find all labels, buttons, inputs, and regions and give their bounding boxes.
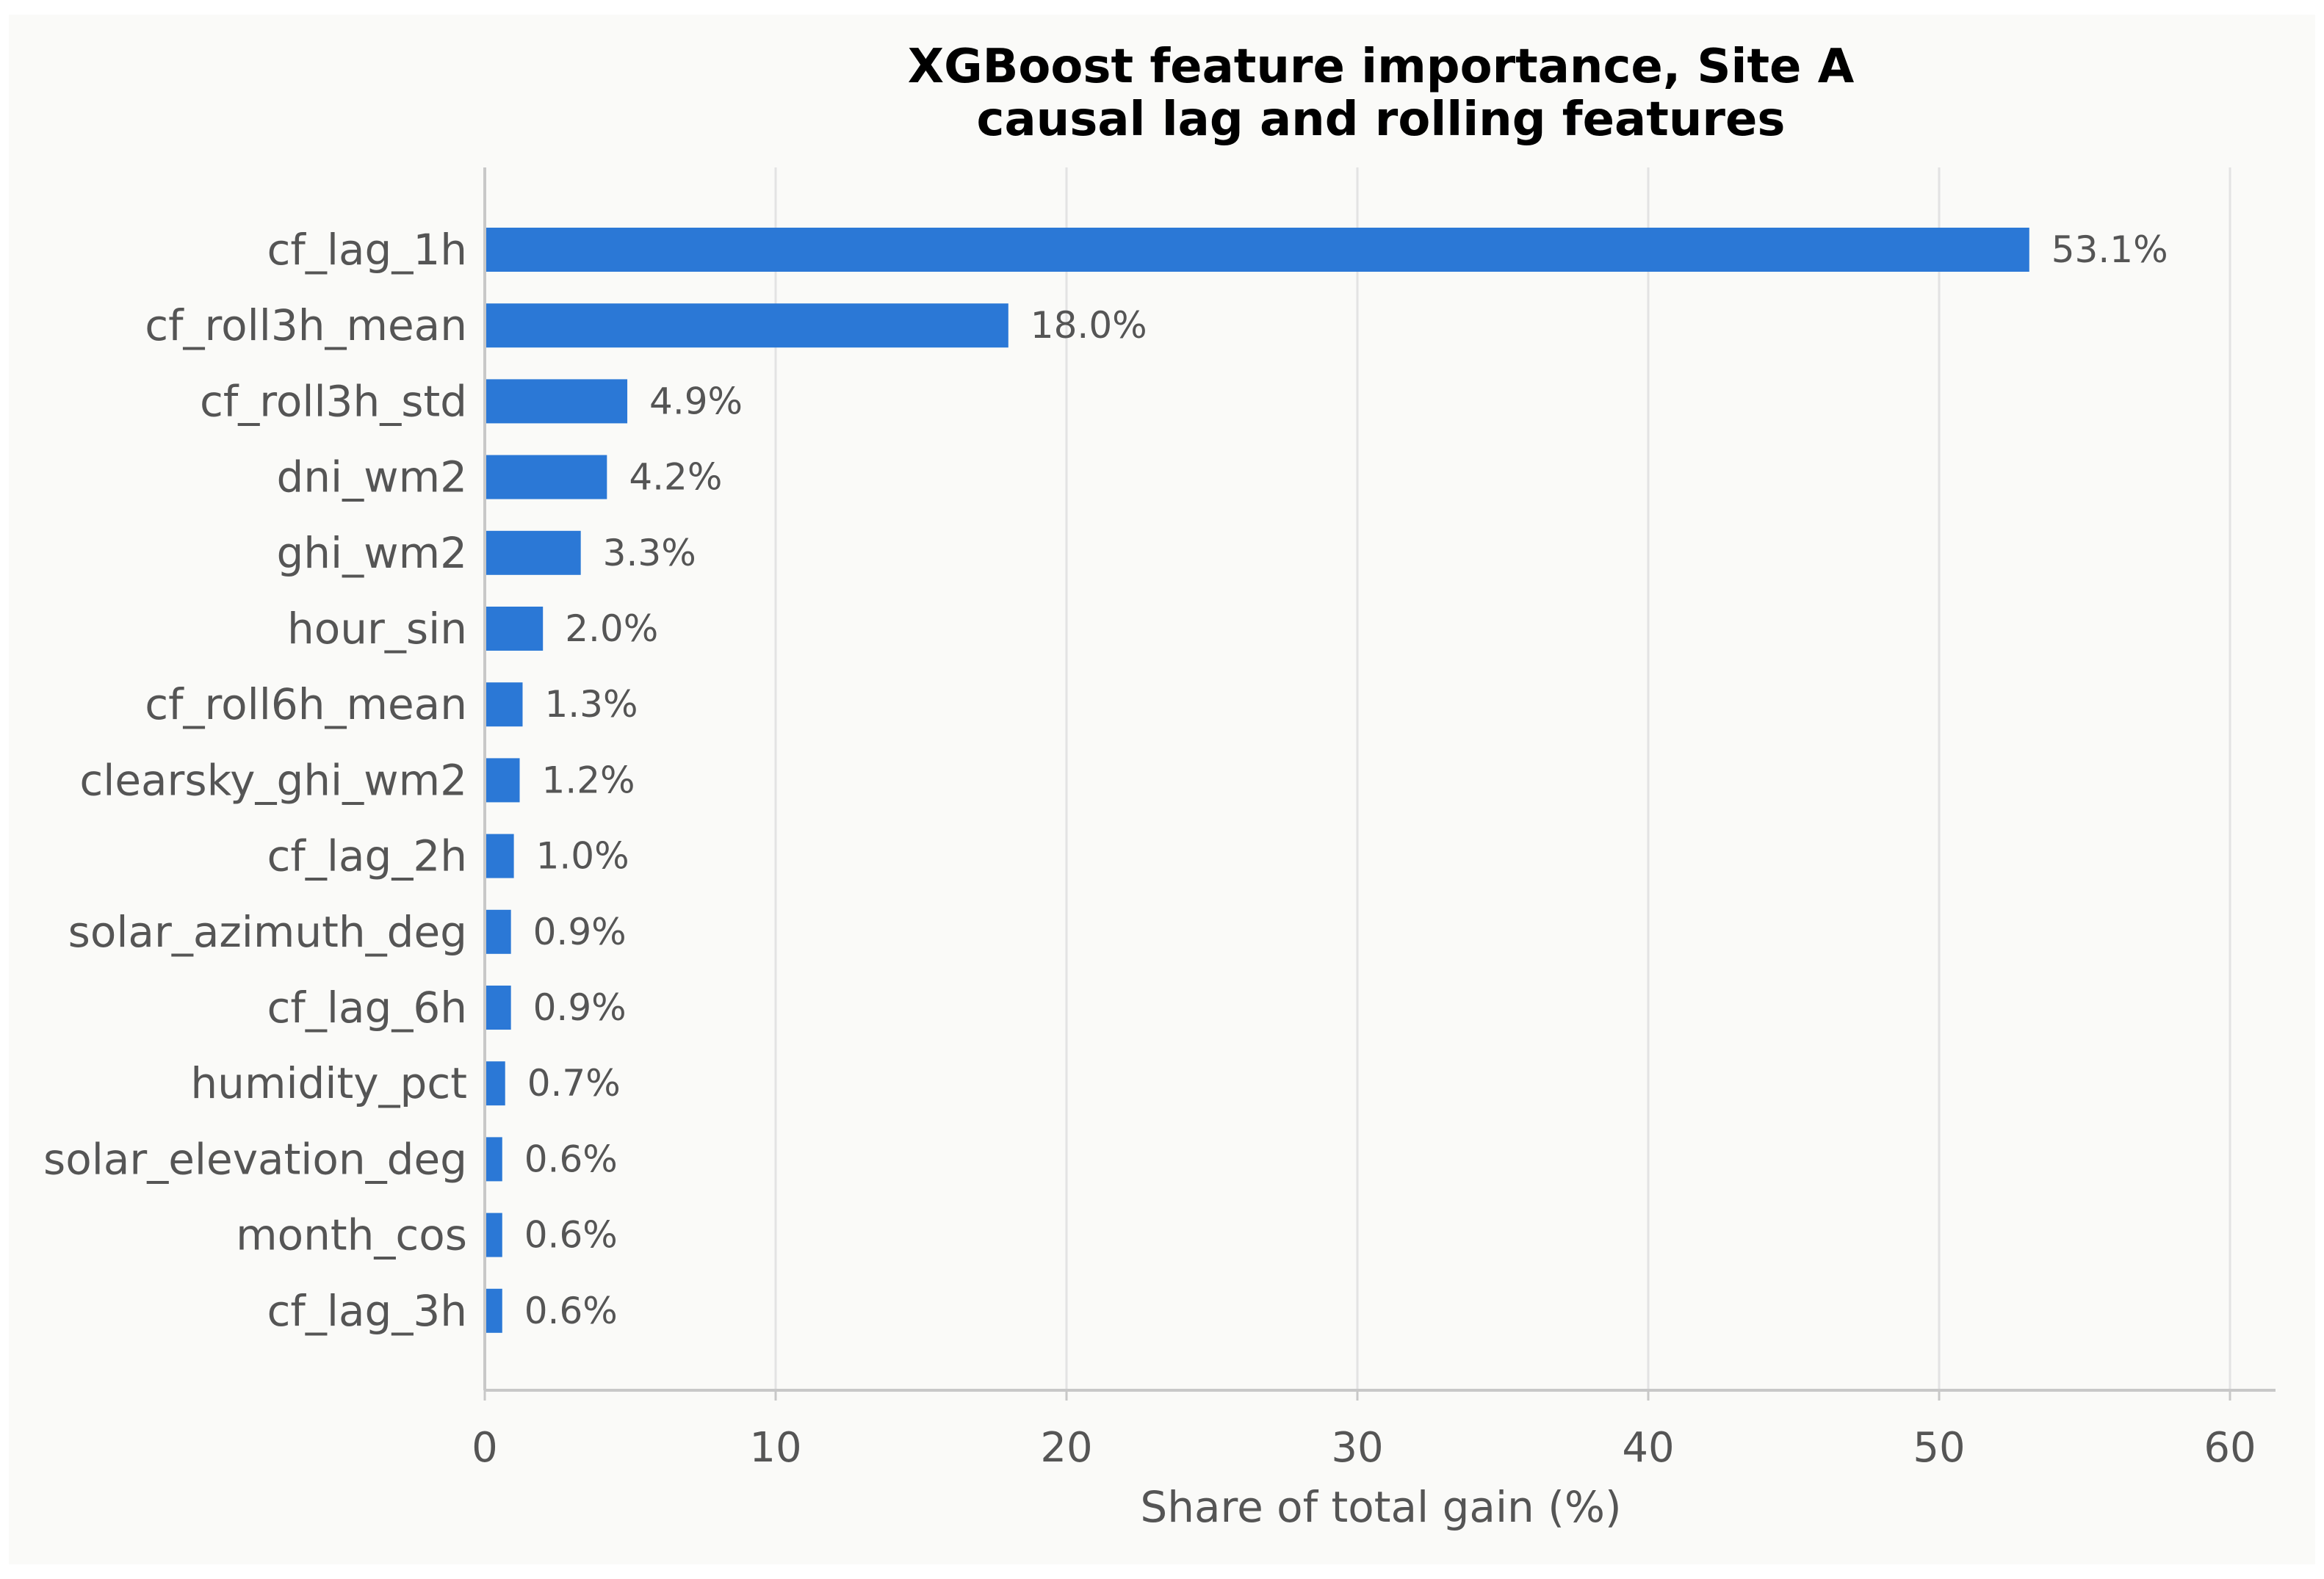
y-tick-label: ghi_wm2 (276, 528, 467, 578)
y-tick-label: cf_lag_6h (267, 983, 467, 1033)
data-label: 0.6% (524, 1214, 618, 1257)
data-label: 53.1% (2051, 228, 2168, 271)
x-tick-label: 60 (2204, 1424, 2256, 1472)
x-tick-label: 0 (472, 1424, 498, 1472)
bar (486, 1213, 502, 1257)
data-label: 4.2% (629, 456, 722, 499)
x-tick-labels: 0 10 20 30 40 50 60 (472, 1390, 2256, 1472)
data-label: 1.2% (542, 759, 635, 801)
y-tick-label: humidity_pct (190, 1058, 467, 1108)
x-tick-label: 30 (1331, 1424, 1383, 1472)
bar (486, 379, 628, 424)
y-tick-label: hour_sin (287, 604, 467, 654)
bar (486, 909, 511, 954)
bar (486, 455, 607, 499)
data-label: 0.6% (524, 1138, 618, 1180)
bar (486, 682, 523, 727)
data-labels: 53.1% 18.0% 4.9% 4.2% 3.3% 2.0% 1.3% 1.2% 1.0% 0.… (524, 228, 2168, 1332)
data-label: 0.9% (533, 986, 627, 1029)
x-tick-label: 50 (1913, 1424, 1965, 1472)
chart-subtitle: causal lag and rolling features (977, 93, 1786, 147)
y-tick-label: cf_lag_3h (267, 1286, 467, 1336)
y-tick-label: solar_azimuth_deg (68, 907, 467, 957)
y-tick-label: cf_roll3h_mean (145, 300, 467, 350)
data-label: 18.0% (1031, 304, 1147, 347)
bar (486, 1137, 502, 1182)
bar (486, 1288, 502, 1333)
bar (486, 530, 581, 575)
y-tick-label: solar_elevation_deg (43, 1134, 467, 1184)
bar (486, 834, 514, 878)
x-tick-label: 10 (749, 1424, 801, 1472)
chart-background (9, 15, 2315, 1564)
grid-lines (774, 167, 2231, 1390)
data-label: 0.7% (527, 1062, 621, 1105)
x-tick-label: 20 (1040, 1424, 1092, 1472)
bar (486, 758, 520, 803)
bar (486, 1061, 505, 1106)
x-axis-label: Share of total gain (%) (1140, 1482, 1621, 1532)
y-tick-label: month_cos (236, 1210, 467, 1260)
y-tick-label: cf_roll6h_mean (145, 679, 467, 729)
data-label: 1.3% (544, 683, 638, 726)
data-label: 2.0% (565, 607, 658, 650)
bar (486, 986, 511, 1030)
bars (486, 228, 2029, 1333)
data-label: 1.0% (536, 835, 629, 878)
axes (483, 167, 2276, 1392)
chart-title: XGBoost feature importance, Site A (908, 40, 1855, 94)
y-tick-label: cf_lag_1h (267, 225, 467, 275)
y-tick-label: dni_wm2 (276, 452, 467, 502)
y-tick-label: clearsky_ghi_wm2 (79, 755, 467, 805)
data-label: 4.9% (649, 380, 743, 422)
x-tick-label: 40 (1622, 1424, 1674, 1472)
data-label: 0.6% (524, 1290, 618, 1332)
bar (486, 303, 1008, 348)
y-tick-labels: cf_lag_1h cf_roll3h_mean cf_roll3h_std dni_… (43, 225, 467, 1336)
bar (486, 228, 2029, 272)
data-label: 0.9% (533, 911, 627, 953)
data-label: 3.3% (603, 532, 696, 574)
bar (486, 607, 544, 651)
y-tick-label: cf_roll3h_std (200, 376, 467, 426)
y-tick-label: cf_lag_2h (267, 831, 467, 881)
